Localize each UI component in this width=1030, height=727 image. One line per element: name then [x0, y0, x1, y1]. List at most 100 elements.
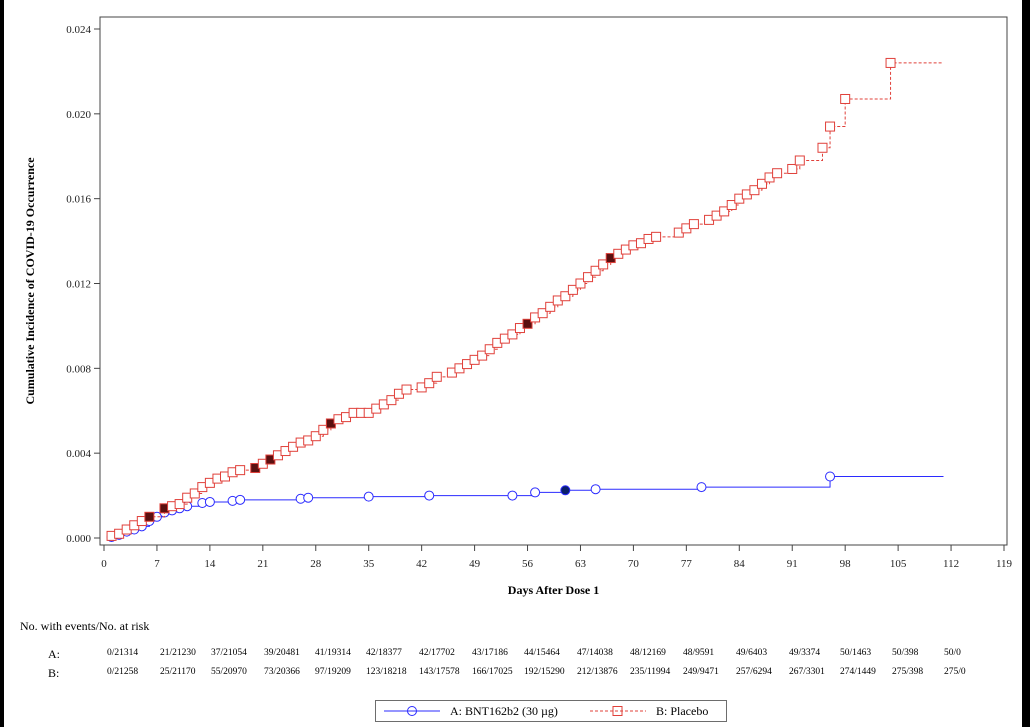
risk-cell: 50/398	[892, 648, 919, 658]
series-b-point	[688, 219, 699, 230]
series-a-line	[111, 475, 944, 538]
series-b-point	[386, 395, 397, 406]
series-b-point	[424, 378, 435, 389]
series-a	[106, 471, 944, 542]
series-b-point	[772, 168, 783, 179]
x-axis-label: Days After Dose 1	[508, 583, 599, 597]
series-b-point	[719, 206, 730, 217]
series-b-point	[545, 301, 556, 312]
risk-cell: 49/3374	[789, 648, 821, 658]
series-b-point	[749, 185, 760, 196]
series-b-point	[477, 350, 488, 361]
series-a-point	[825, 471, 836, 482]
risk-cell: 192/15290	[524, 667, 565, 677]
series-b-point	[537, 308, 548, 319]
legend-a-label: A: BNT162b2 (30 µg)	[450, 704, 558, 718]
legend-swatches	[384, 706, 646, 716]
risk-cell: 48/12169	[630, 648, 666, 658]
y-axis-label: Cumulative Incidence of COVID-19 Occurre…	[23, 157, 37, 405]
series-a-point	[530, 487, 541, 498]
series-b-point	[522, 318, 533, 329]
x-tick-label: 91	[787, 558, 798, 570]
series-b-point	[583, 272, 594, 283]
series-a-point	[590, 484, 601, 495]
risk-row-key: A:	[48, 647, 60, 661]
x-tick-label: 105	[890, 558, 907, 570]
series-b-point	[825, 121, 836, 132]
x-tick-label: 0	[101, 558, 107, 570]
x-tick-label: 77	[681, 558, 693, 570]
legend-b-square-icon	[612, 706, 623, 716]
risk-cell: 39/20481	[264, 648, 300, 658]
series-a-point	[204, 496, 215, 507]
risk-cell: 257/6294	[736, 667, 772, 677]
series-b-point	[144, 511, 155, 522]
risk-cell: 44/15464	[524, 648, 560, 658]
series-b-point	[401, 384, 412, 395]
risk-cell: 212/13876	[577, 667, 618, 677]
x-tick-label: 35	[363, 558, 375, 570]
risk-cell: 275/398	[892, 667, 924, 677]
risk-cell: 166/17025	[472, 667, 513, 677]
risk-cell: 41/19314	[315, 648, 351, 658]
series-b-point	[787, 163, 798, 174]
x-tick-label: 112	[943, 558, 959, 570]
risk-cell: 73/20366	[264, 667, 300, 677]
plot-frame	[99, 16, 1008, 546]
risk-cell: 42/17702	[419, 648, 455, 658]
series-b-point	[507, 329, 518, 340]
series-b-point	[567, 284, 578, 295]
cumulative-incidence-chart: 0.000 0.004 0.008 0.012 0.016 0.020 0.024 0 7 14 2…	[23, 16, 1013, 597]
x-tick-label: 49	[469, 558, 481, 570]
series-b-point	[598, 259, 609, 270]
series-b-point	[794, 155, 805, 166]
x-tick-label: 84	[734, 558, 746, 570]
series-b-point	[189, 488, 200, 499]
chart-legend: A: BNT162b2 (30 µg) B: Placebo	[375, 700, 727, 722]
series-a-point	[560, 485, 571, 496]
risk-cell: 47/14038	[577, 648, 613, 658]
risk-cell: 37/21054	[211, 648, 247, 658]
x-tick-label: 98	[840, 558, 852, 570]
series-a-point	[235, 494, 246, 505]
risk-cell: 43/17186	[472, 648, 508, 658]
risk-cell: 274/1449	[840, 667, 876, 677]
y-tick-label: 0.020	[66, 109, 91, 121]
x-tick-label: 28	[310, 558, 322, 570]
risk-row-key: B:	[48, 666, 60, 680]
y-tick-label: 0.004	[66, 448, 91, 460]
risk-cell: 123/18218	[366, 667, 407, 677]
risk-cell: 0/21314	[107, 648, 139, 658]
risk-cell: 267/3301	[789, 667, 825, 677]
y-tick-label: 0.000	[66, 533, 91, 545]
x-tick-label: 14	[204, 558, 216, 570]
series-b-point	[310, 431, 321, 442]
x-tick-label: 119	[996, 558, 1013, 570]
risk-cell: 249/9471	[683, 667, 719, 677]
risk-cell: 97/19209	[315, 667, 351, 677]
x-tick-label: 42	[416, 558, 427, 570]
x-tick-label: 56	[522, 558, 534, 570]
y-tick-label: 0.024	[66, 24, 91, 36]
risk-cell: 50/0	[944, 648, 961, 658]
legend-b-label: B: Placebo	[656, 704, 709, 718]
risk-cell: 50/1463	[840, 648, 872, 658]
risk-cell: 55/20970	[211, 667, 247, 677]
risk-cell: 48/9591	[683, 648, 715, 658]
series-b	[106, 57, 944, 541]
series-b-point	[651, 231, 662, 242]
y-tick-label: 0.016	[66, 194, 91, 206]
series-a-point	[303, 492, 314, 503]
series-b-point	[431, 371, 442, 382]
series-b-point	[840, 93, 851, 104]
series-b-point	[726, 200, 737, 211]
risk-cell: 21/21230	[160, 648, 196, 658]
x-tick-label: 70	[628, 558, 640, 570]
series-b-point	[560, 291, 571, 302]
series-b-point	[575, 278, 586, 289]
risk-cell: 42/18377	[366, 648, 402, 658]
y-tick-label: 0.008	[66, 363, 91, 375]
figure-frame: 0.000 0.004 0.008 0.012 0.016 0.020 0.024 0 7 14 2…	[4, 0, 1022, 727]
series-b-point	[174, 499, 185, 510]
series-a-point	[363, 491, 374, 502]
